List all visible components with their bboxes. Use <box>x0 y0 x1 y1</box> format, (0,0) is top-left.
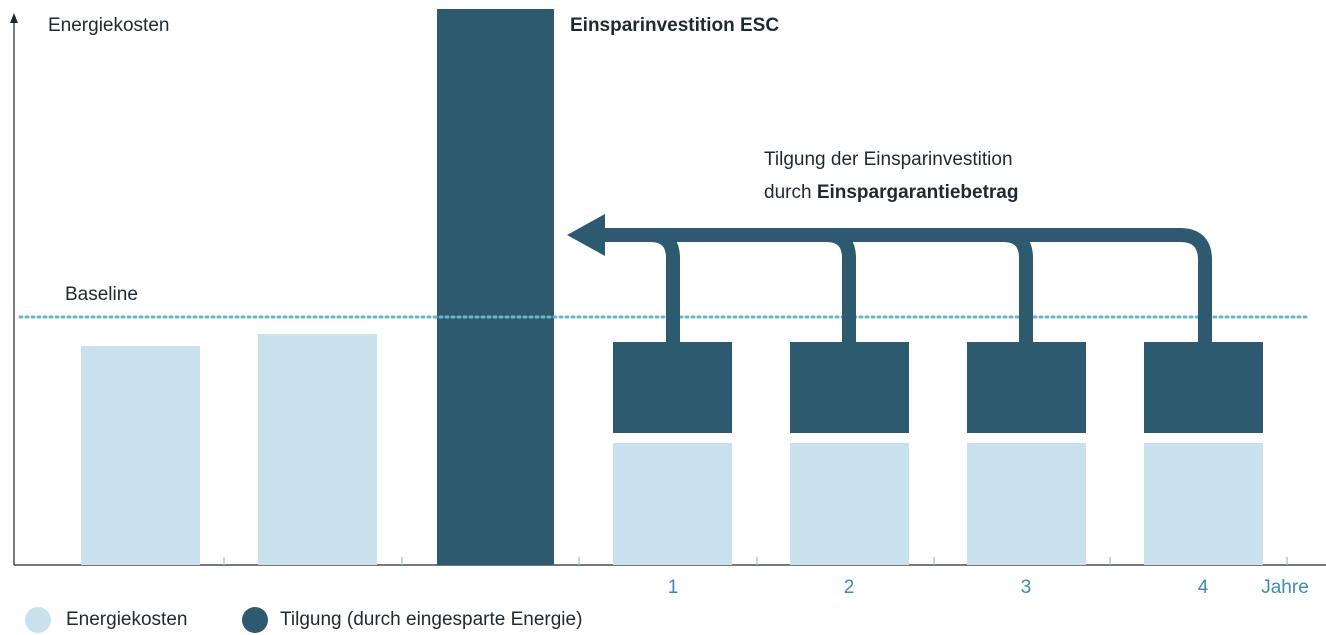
cost-bar <box>258 334 377 565</box>
year-label: 2 <box>844 577 855 598</box>
year-label: 4 <box>1198 577 1209 598</box>
investment-bar <box>437 9 554 565</box>
text: durch <box>764 182 812 203</box>
year-label: 3 <box>1021 577 1032 598</box>
repayment-text: Tilgung der Einsparinvestition <box>764 149 1013 170</box>
baseline-label: Baseline <box>65 284 138 305</box>
legend-swatch <box>25 607 51 633</box>
cost-bar <box>81 346 200 565</box>
legend-swatch <box>242 607 268 633</box>
year-bars <box>613 342 1263 565</box>
text: Einspargarantiebetrag <box>817 182 1019 203</box>
arrow-head <box>567 214 605 256</box>
repayment-arrow <box>600 228 1212 342</box>
legend-label: Energiekosten <box>66 609 187 630</box>
legend-label: Tilgung (durch eingesparte Energie) <box>280 609 582 630</box>
year-label: 1 <box>668 577 679 598</box>
y-axis-label: Energiekosten <box>48 15 169 36</box>
investment-label: Einsparinvestition ESC <box>570 15 779 36</box>
y-axis-arrow <box>10 13 18 23</box>
repayment-text: durch Einspargarantiebetrag <box>764 182 1018 203</box>
x-axis-label: Jahre <box>1261 577 1309 598</box>
x-ticks <box>223 557 1288 565</box>
